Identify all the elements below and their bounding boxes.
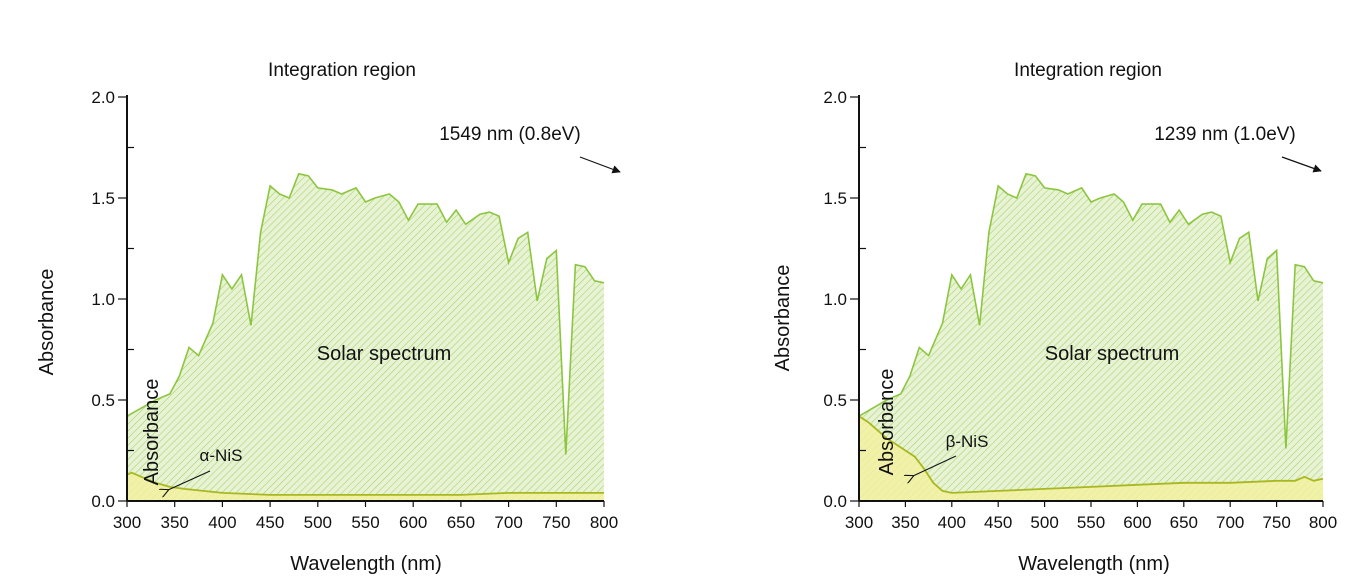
sample-label: β-NiS bbox=[946, 432, 989, 451]
x-tick-label: 450 bbox=[256, 513, 284, 532]
x-tick-label: 600 bbox=[1123, 513, 1151, 532]
x-axis-label: Wavelength (nm) bbox=[290, 553, 442, 575]
y-axis-label: Absorbance bbox=[772, 265, 794, 372]
cutoff-annotation: 1239 nm (1.0eV) bbox=[1154, 124, 1296, 145]
x-tick-label: 500 bbox=[304, 513, 332, 532]
cutoff-arrow bbox=[579, 156, 621, 174]
y-tick-label: 1.5 bbox=[91, 189, 115, 208]
x-tick-label: 700 bbox=[1216, 513, 1244, 532]
solar-spectrum-line bbox=[858, 172, 1324, 449]
x-tick-label: 800 bbox=[1309, 513, 1337, 532]
cutoff-arrow bbox=[1281, 156, 1322, 173]
solar-spectrum-area bbox=[127, 173, 604, 502]
x-axis-label: Wavelength (nm) bbox=[1018, 553, 1170, 575]
x-tick-label: 700 bbox=[494, 513, 522, 532]
x-tick-label: 500 bbox=[1030, 513, 1058, 532]
x-tick-label: 300 bbox=[845, 513, 873, 532]
y-tick-label: 0.0 bbox=[823, 492, 847, 511]
sample-arrow bbox=[168, 470, 211, 490]
y-tick-label: 0.0 bbox=[91, 492, 115, 511]
solar-spectrum-area bbox=[859, 173, 1323, 502]
y-tick-label: 1.0 bbox=[823, 290, 847, 309]
inner-y-label: Absorbance bbox=[141, 379, 163, 486]
y-tick-label: 0.5 bbox=[91, 391, 115, 410]
x-tick-label: 650 bbox=[1170, 513, 1198, 532]
x-tick-label: 750 bbox=[542, 513, 570, 532]
x-tick-label: 650 bbox=[447, 513, 475, 532]
inner-y-label: Absorbance bbox=[876, 369, 898, 476]
sample-label: α-NiS bbox=[200, 446, 243, 465]
x-tick-label: 400 bbox=[938, 513, 966, 532]
sample-absorbance-area bbox=[859, 416, 1323, 501]
solar-spectrum-label: Solar spectrum bbox=[1045, 343, 1180, 365]
solar-spectrum-line bbox=[126, 172, 605, 455]
axes: 0.0 0.5 1.0 1.5 2.0 300 350 400 450 500 550 600 650 7… bbox=[91, 88, 618, 532]
y-tick-label: 0.5 bbox=[823, 391, 847, 410]
cutoff-annotation: 1549 nm (0.8eV) bbox=[439, 124, 581, 145]
x-tick-label: 600 bbox=[399, 513, 427, 532]
axes: 0.0 0.5 1.0 1.5 2.0 300 350 400 450 500 550 600 650 7… bbox=[823, 88, 1337, 532]
sample-absorbance-line bbox=[126, 471, 604, 496]
x-tick-label: 400 bbox=[208, 513, 236, 532]
x-tick-label: 300 bbox=[113, 513, 141, 532]
chart-panel-beta-nis: Integration region 1239 nm (1.0eV) 0.00.… bbox=[772, 60, 1337, 575]
x-tick-label: 800 bbox=[590, 513, 618, 532]
chart-panel-alpha-nis: Integration region 1549 nm (0.8eV) 0.00.… bbox=[36, 60, 621, 575]
y-tick-label: 2.0 bbox=[823, 88, 847, 107]
y-tick-label: 2.0 bbox=[91, 88, 115, 107]
x-tick-label: 550 bbox=[1077, 513, 1105, 532]
x-tick-label: 350 bbox=[891, 513, 919, 532]
x-tick-label: 750 bbox=[1262, 513, 1290, 532]
sample-arrow bbox=[913, 455, 957, 476]
solar-spectrum-label: Solar spectrum bbox=[317, 343, 452, 365]
chart-title: Integration region bbox=[268, 60, 416, 81]
x-tick-label: 450 bbox=[984, 513, 1012, 532]
sample-absorbance-line bbox=[858, 415, 1324, 494]
x-tick-label: 550 bbox=[351, 513, 379, 532]
y-axis-label: Absorbance bbox=[36, 269, 58, 376]
y-tick-label: 1.0 bbox=[91, 290, 115, 309]
y-tick-label: 1.5 bbox=[823, 189, 847, 208]
x-tick-label: 350 bbox=[161, 513, 189, 532]
chart-title: Integration region bbox=[1014, 60, 1162, 81]
